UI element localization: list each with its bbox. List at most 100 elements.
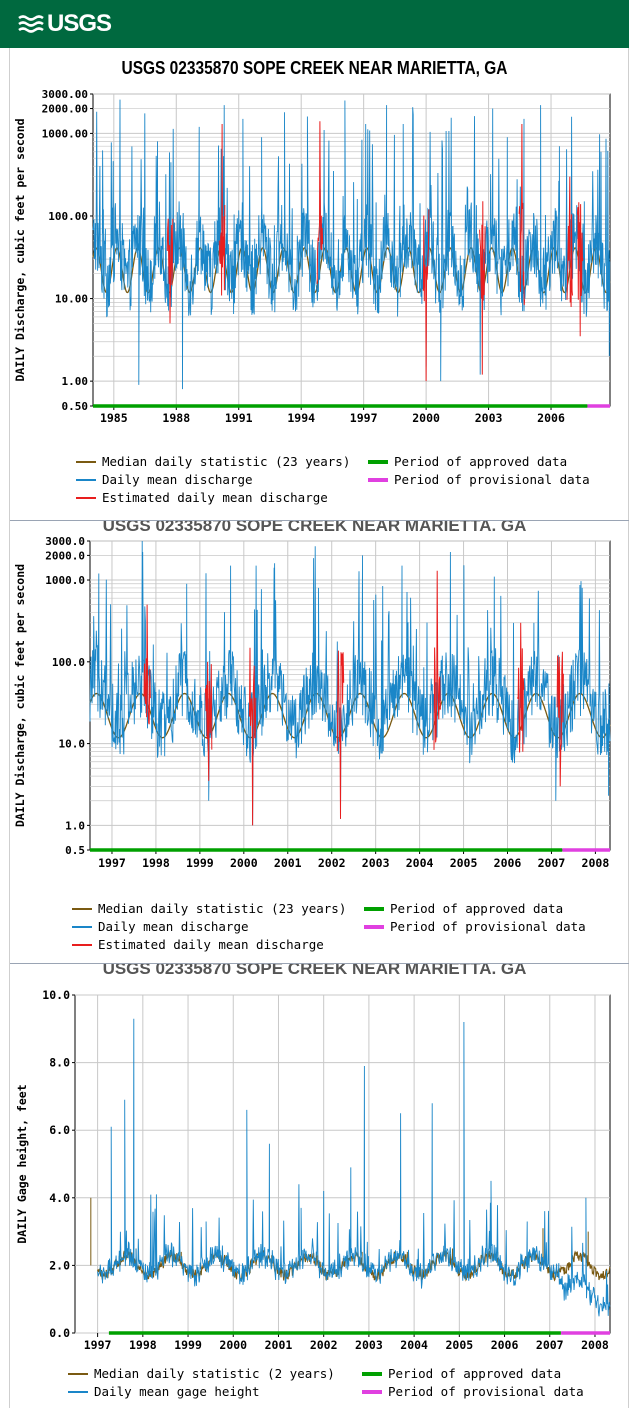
chart-3-cut-title-text: USGS 02335870 SOPE CREEK NEAR MARIETTA, … <box>103 964 527 974</box>
estimated-swatch <box>72 944 92 946</box>
gage-height-chart-1997-2008: 10.0 8.0 6.0 4.0 2.0 0.0 1997 1998 1999 2000 2001 2… <box>0 975 629 1355</box>
x-tick-label: 2000 <box>230 856 258 870</box>
provisional-swatch <box>362 1390 382 1394</box>
median-swatch <box>68 1373 88 1375</box>
y-tick-label: 10.0 <box>42 988 70 1002</box>
y-tick-label: 3000.0 <box>45 535 85 548</box>
y-tick-label: 8.0 <box>49 1056 70 1070</box>
x-tick-label: 1997 <box>98 856 126 870</box>
x-tick-label: 2006 <box>491 1338 519 1352</box>
estimated-swatch <box>76 497 96 499</box>
legend-approved: Period of approved data <box>368 454 567 469</box>
legend-daily: Daily mean discharge <box>72 919 249 934</box>
x-tick-label: 1998 <box>129 1338 157 1352</box>
x-tick-label: 1999 <box>174 1338 202 1352</box>
y-tick-label: 0.5 <box>65 844 85 857</box>
y-axis-label: DAILY Discharge, cubic feet per second <box>13 564 27 827</box>
x-tick-label: 2008 <box>581 1338 609 1352</box>
legend-median: Median daily statistic (23 years) <box>72 901 346 916</box>
y-axis-label: DAILY Gage height, feet <box>15 1084 29 1243</box>
legend-daily: Daily mean gage height <box>68 1384 260 1399</box>
y-tick-label: 2000.0 <box>45 549 85 562</box>
x-tick-label: 1994 <box>287 411 315 425</box>
x-tick-label: 2002 <box>318 856 346 870</box>
gage-height-chart-legend: Median daily statistic (2 years) Daily m… <box>0 1364 629 1404</box>
x-tick-label: 2007 <box>536 1338 564 1352</box>
y-tick-label: 2.0 <box>49 1258 70 1272</box>
chart-3-cut-title: USGS 02335870 SOPE CREEK NEAR MARIETTA, … <box>0 964 629 974</box>
legend-median-label: Median daily statistic (23 years) <box>102 454 350 469</box>
x-tick-label: 2004 <box>406 856 434 870</box>
y-tick-label: 100.0 <box>52 656 85 669</box>
x-tick-label: 1998 <box>142 856 170 870</box>
legend-approved-label: Period of approved data <box>388 1366 561 1381</box>
provisional-swatch <box>364 925 384 929</box>
legend-estimated: Estimated daily mean discharge <box>76 490 328 505</box>
legend-provisional: Period of provisional data <box>364 919 586 934</box>
y-tick-label: 3000.00 <box>42 88 88 101</box>
x-tick-label: 1985 <box>100 411 128 425</box>
y-tick-label: 100.00 <box>48 210 88 223</box>
plot-area <box>75 995 610 1333</box>
x-tick-label: 2000 <box>219 1338 247 1352</box>
legend-daily: Daily mean discharge <box>76 472 253 487</box>
y-tick-label: 1000.00 <box>42 127 88 140</box>
x-tick-label: 1988 <box>162 411 190 425</box>
legend-provisional-label: Period of provisional data <box>394 472 590 487</box>
page-title: USGS 02335870 SOPE CREEK NEAR MARIETTA, … <box>44 58 585 79</box>
x-tick-label: 1997 <box>84 1338 112 1352</box>
usgs-wave-icon <box>18 14 44 34</box>
discharge-chart-1-legend: Median daily statistic (23 years) Daily … <box>0 452 629 512</box>
legend-approved: Period of approved data <box>362 1366 561 1381</box>
median-swatch <box>76 461 96 463</box>
x-tick-label: 2001 <box>274 856 302 870</box>
legend-median-label: Median daily statistic (2 years) <box>94 1366 335 1381</box>
legend-daily-label: Daily mean discharge <box>102 472 253 487</box>
x-tick-label: 2006 <box>537 411 565 425</box>
x-tick-label: 2000 <box>412 411 440 425</box>
usgs-logo[interactable]: USGS <box>18 12 111 36</box>
median-swatch <box>72 908 92 910</box>
y-tick-label: 2000.00 <box>42 103 88 116</box>
discharge-chart-2-legend: Median daily statistic (23 years) Daily … <box>0 900 629 956</box>
y-axis-label: DAILY Discharge, cubic feet per second <box>13 118 27 381</box>
legend-estimated-label: Estimated daily mean discharge <box>102 490 328 505</box>
x-tick-label: 2001 <box>265 1338 293 1352</box>
x-tick-label: 2006 <box>494 856 522 870</box>
x-tick-label: 1999 <box>186 856 214 870</box>
daily-swatch <box>68 1391 88 1393</box>
approved-swatch <box>364 907 384 911</box>
x-tick-label: 2003 <box>362 856 390 870</box>
usgs-logo-text: USGS <box>47 12 111 36</box>
x-tick-label: 2007 <box>538 856 566 870</box>
legend-median: Median daily statistic (23 years) <box>76 454 350 469</box>
y-tick-label: 10.0 <box>59 738 86 751</box>
y-tick-label: 1.00 <box>62 375 89 388</box>
x-tick-label: 2008 <box>582 856 610 870</box>
legend-median: Median daily statistic (2 years) <box>68 1366 335 1381</box>
y-tick-label: 1.0 <box>65 819 85 832</box>
approved-swatch <box>362 1372 382 1376</box>
x-tick-label: 2005 <box>445 1338 473 1352</box>
legend-provisional: Period of provisional data <box>362 1384 584 1399</box>
provisional-swatch <box>368 478 388 482</box>
x-tick-label: 1991 <box>225 411 253 425</box>
legend-approved-label: Period of approved data <box>390 901 563 916</box>
legend-provisional: Period of provisional data <box>368 472 590 487</box>
legend-estimated: Estimated daily mean discharge <box>72 937 324 952</box>
legend-daily-label: Daily mean gage height <box>94 1384 260 1399</box>
y-tick-label: 4.0 <box>49 1191 70 1205</box>
legend-estimated-label: Estimated daily mean discharge <box>98 937 324 952</box>
x-tick-label: 2005 <box>450 856 478 870</box>
x-tick-label: 2002 <box>310 1338 338 1352</box>
legend-median-label: Median daily statistic (23 years) <box>98 901 346 916</box>
x-tick-label: 1997 <box>350 411 378 425</box>
usgs-header-bar: USGS <box>0 0 629 48</box>
daily-swatch <box>76 479 96 481</box>
legend-daily-label: Daily mean discharge <box>98 919 249 934</box>
y-tick-label: 10.00 <box>55 293 88 306</box>
x-tick-label: 2003 <box>475 411 503 425</box>
legend-approved-label: Period of approved data <box>394 454 567 469</box>
legend-approved: Period of approved data <box>364 901 563 916</box>
y-tick-label: 6.0 <box>49 1123 70 1137</box>
